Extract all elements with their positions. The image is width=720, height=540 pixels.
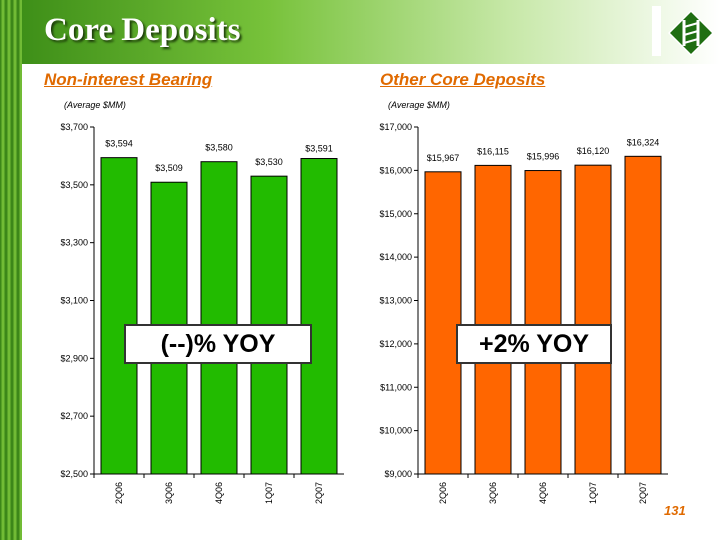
slide-title: Core Deposits xyxy=(44,12,241,48)
right-chart-y-tick-label: $12,000 xyxy=(379,339,412,349)
left-chart-bar xyxy=(100,157,138,475)
right-chart-category-label: 4Q06 xyxy=(538,482,548,504)
page-number: 131 xyxy=(664,503,686,518)
right-chart-y-tick-label: $9,000 xyxy=(384,469,412,479)
right-unit-label: (Average $MM) xyxy=(388,100,450,110)
right-chart-bar xyxy=(424,171,462,475)
right-chart-y-tick-label: $11,000 xyxy=(380,382,412,392)
left-chart-y-tick-label: $3,700 xyxy=(60,122,88,132)
right-chart-data-label: $15,996 xyxy=(527,152,560,162)
right-chart-category-label: 3Q06 xyxy=(488,482,498,504)
left-chart-data-label: $3,594 xyxy=(105,139,133,149)
left-unit-label: (Average $MM) xyxy=(64,100,126,110)
left-chart-category-label: 3Q06 xyxy=(164,482,174,504)
left-chart-category-label: 1Q07 xyxy=(264,482,274,504)
left-chart-y-tick-label: $3,300 xyxy=(60,238,88,248)
left-chart-data-label: $3,530 xyxy=(255,157,283,167)
left-chart-y-tick-label: $2,500 xyxy=(60,469,88,479)
left-chart-y-tick-label: $3,500 xyxy=(60,180,88,190)
right-chart-y-tick-label: $15,000 xyxy=(379,209,412,219)
left-chart-category-label: 2Q07 xyxy=(314,482,324,504)
right-chart-y-tick-label: $16,000 xyxy=(379,165,412,175)
title-accent-bar xyxy=(652,6,661,56)
left-chart-bar xyxy=(200,161,238,475)
right-chart-data-label: $15,967 xyxy=(427,153,460,163)
left-chart-data-label: $3,509 xyxy=(155,163,183,173)
left-chart-data-label: $3,591 xyxy=(305,144,333,154)
right-chart-bar xyxy=(524,170,562,475)
left-panel-title: Non-interest Bearing xyxy=(44,70,213,89)
right-chart-y-tick-label: $13,000 xyxy=(379,296,412,306)
right-chart-bar xyxy=(574,164,612,475)
left-chart-bar xyxy=(300,158,338,475)
left-chart-y-tick-label: $3,100 xyxy=(60,296,88,306)
left-chart-y-tick-label: $2,900 xyxy=(60,353,88,363)
right-chart-data-label: $16,115 xyxy=(477,146,509,156)
left-yoy-callout: (--)% YOY xyxy=(124,324,312,364)
right-chart-bar xyxy=(474,164,512,475)
right-yoy-callout: +2% YOY xyxy=(456,324,612,364)
left-chart-data-label: $3,580 xyxy=(205,143,233,153)
company-logo-icon xyxy=(668,10,714,56)
title-band xyxy=(22,0,720,64)
right-chart-data-label: $16,324 xyxy=(627,137,660,147)
left-chart-category-label: 2Q06 xyxy=(114,482,124,504)
left-chart-y-tick-label: $2,700 xyxy=(60,411,88,421)
right-chart-category-label: 2Q06 xyxy=(438,482,448,504)
right-panel-title: Other Core Deposits xyxy=(380,70,546,89)
right-chart-data-label: $16,120 xyxy=(577,146,610,156)
right-chart-bar xyxy=(624,155,662,475)
right-chart-y-tick-label: $17,000 xyxy=(379,122,412,132)
right-chart-category-label: 2Q07 xyxy=(638,482,648,504)
right-chart-category-label: 1Q07 xyxy=(588,482,598,504)
left-chart-category-label: 4Q06 xyxy=(214,482,224,504)
right-chart-y-tick-label: $10,000 xyxy=(379,426,412,436)
left-decorative-bar xyxy=(0,0,22,540)
right-chart-y-tick-label: $14,000 xyxy=(379,252,412,262)
